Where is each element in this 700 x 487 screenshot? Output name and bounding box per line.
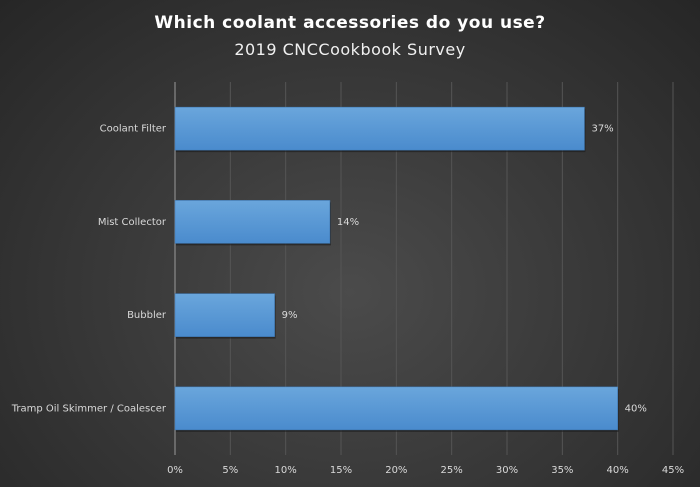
chart-title: Which coolant accessories do you use? bbox=[154, 13, 546, 33]
x-tick-label: 25% bbox=[441, 465, 463, 476]
x-tick-label: 15% bbox=[330, 465, 352, 476]
category-label: Tramp Oil Skimmer / Coalescer bbox=[11, 403, 167, 414]
x-tick-label: 35% bbox=[551, 465, 573, 476]
bar bbox=[174, 200, 331, 244]
category-label: Bubbler bbox=[127, 310, 167, 321]
x-tick-label: 5% bbox=[222, 465, 238, 476]
data-label: 37% bbox=[591, 124, 613, 135]
x-tick-label: 30% bbox=[496, 465, 518, 476]
x-tick-label: 20% bbox=[385, 465, 407, 476]
x-tick-label: 10% bbox=[275, 465, 297, 476]
x-tick-label: 40% bbox=[607, 465, 629, 476]
data-label: 40% bbox=[625, 403, 647, 414]
bar bbox=[174, 293, 275, 337]
chart-subtitle: 2019 CNCCookbook Survey bbox=[234, 40, 466, 59]
x-tick-label: 0% bbox=[167, 465, 183, 476]
category-label: Mist Collector bbox=[98, 217, 167, 228]
x-tick-label: 45% bbox=[662, 465, 684, 476]
data-label: 14% bbox=[337, 217, 359, 228]
data-label: 9% bbox=[282, 310, 298, 321]
category-label: Coolant Filter bbox=[100, 124, 167, 135]
bar bbox=[174, 386, 618, 431]
bar bbox=[174, 106, 585, 151]
